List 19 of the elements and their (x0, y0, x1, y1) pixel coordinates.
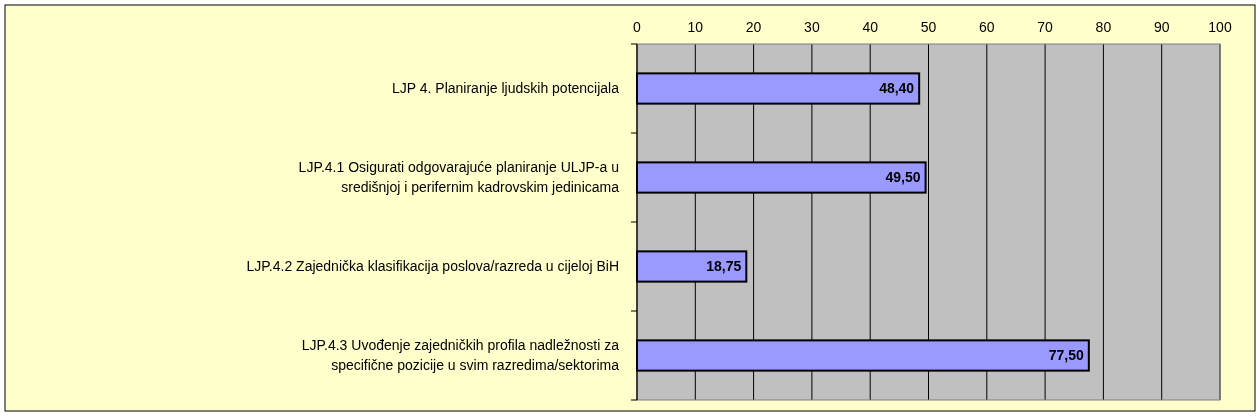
x-tick-label: 30 (804, 19, 820, 35)
y-tick-label: LJP.4.3 Uvođenje zajedničkih profila nadležnosti za specifične pozicije u svim razredima/sektorima (301, 337, 620, 374)
y-tick-label: LJP.4.1 Osigurati odgovarajuće planiranje ULJP-a u središnjoj i perifernim kadrovskim jedinicama (298, 159, 620, 196)
data-label: 18,75 (706, 258, 742, 275)
data-label: 49,50 (885, 169, 921, 186)
x-tick-label: 90 (1153, 19, 1170, 35)
y-tick-label: LJP 4. Planiranje ljudskih potencijala (392, 80, 620, 97)
x-tick-label: 20 (745, 19, 762, 35)
x-tick-label: 60 (979, 19, 995, 35)
data-label: 48,40 (879, 80, 915, 97)
x-tick-label: 70 (1037, 19, 1054, 35)
x-tick-label: 40 (862, 19, 879, 35)
data-label: 77,50 (1048, 347, 1085, 364)
x-tick-label: 10 (687, 19, 704, 35)
x-tick-label: 50 (920, 19, 937, 35)
x-tick-label: 0 (633, 19, 642, 35)
y-tick-label: LJP.4.2 Zajednička klasifikacija poslova/razreda u cijeloj BiH (246, 258, 619, 275)
x-tick-label: 80 (1095, 19, 1112, 35)
x-tick-label: 100 (1208, 19, 1232, 35)
